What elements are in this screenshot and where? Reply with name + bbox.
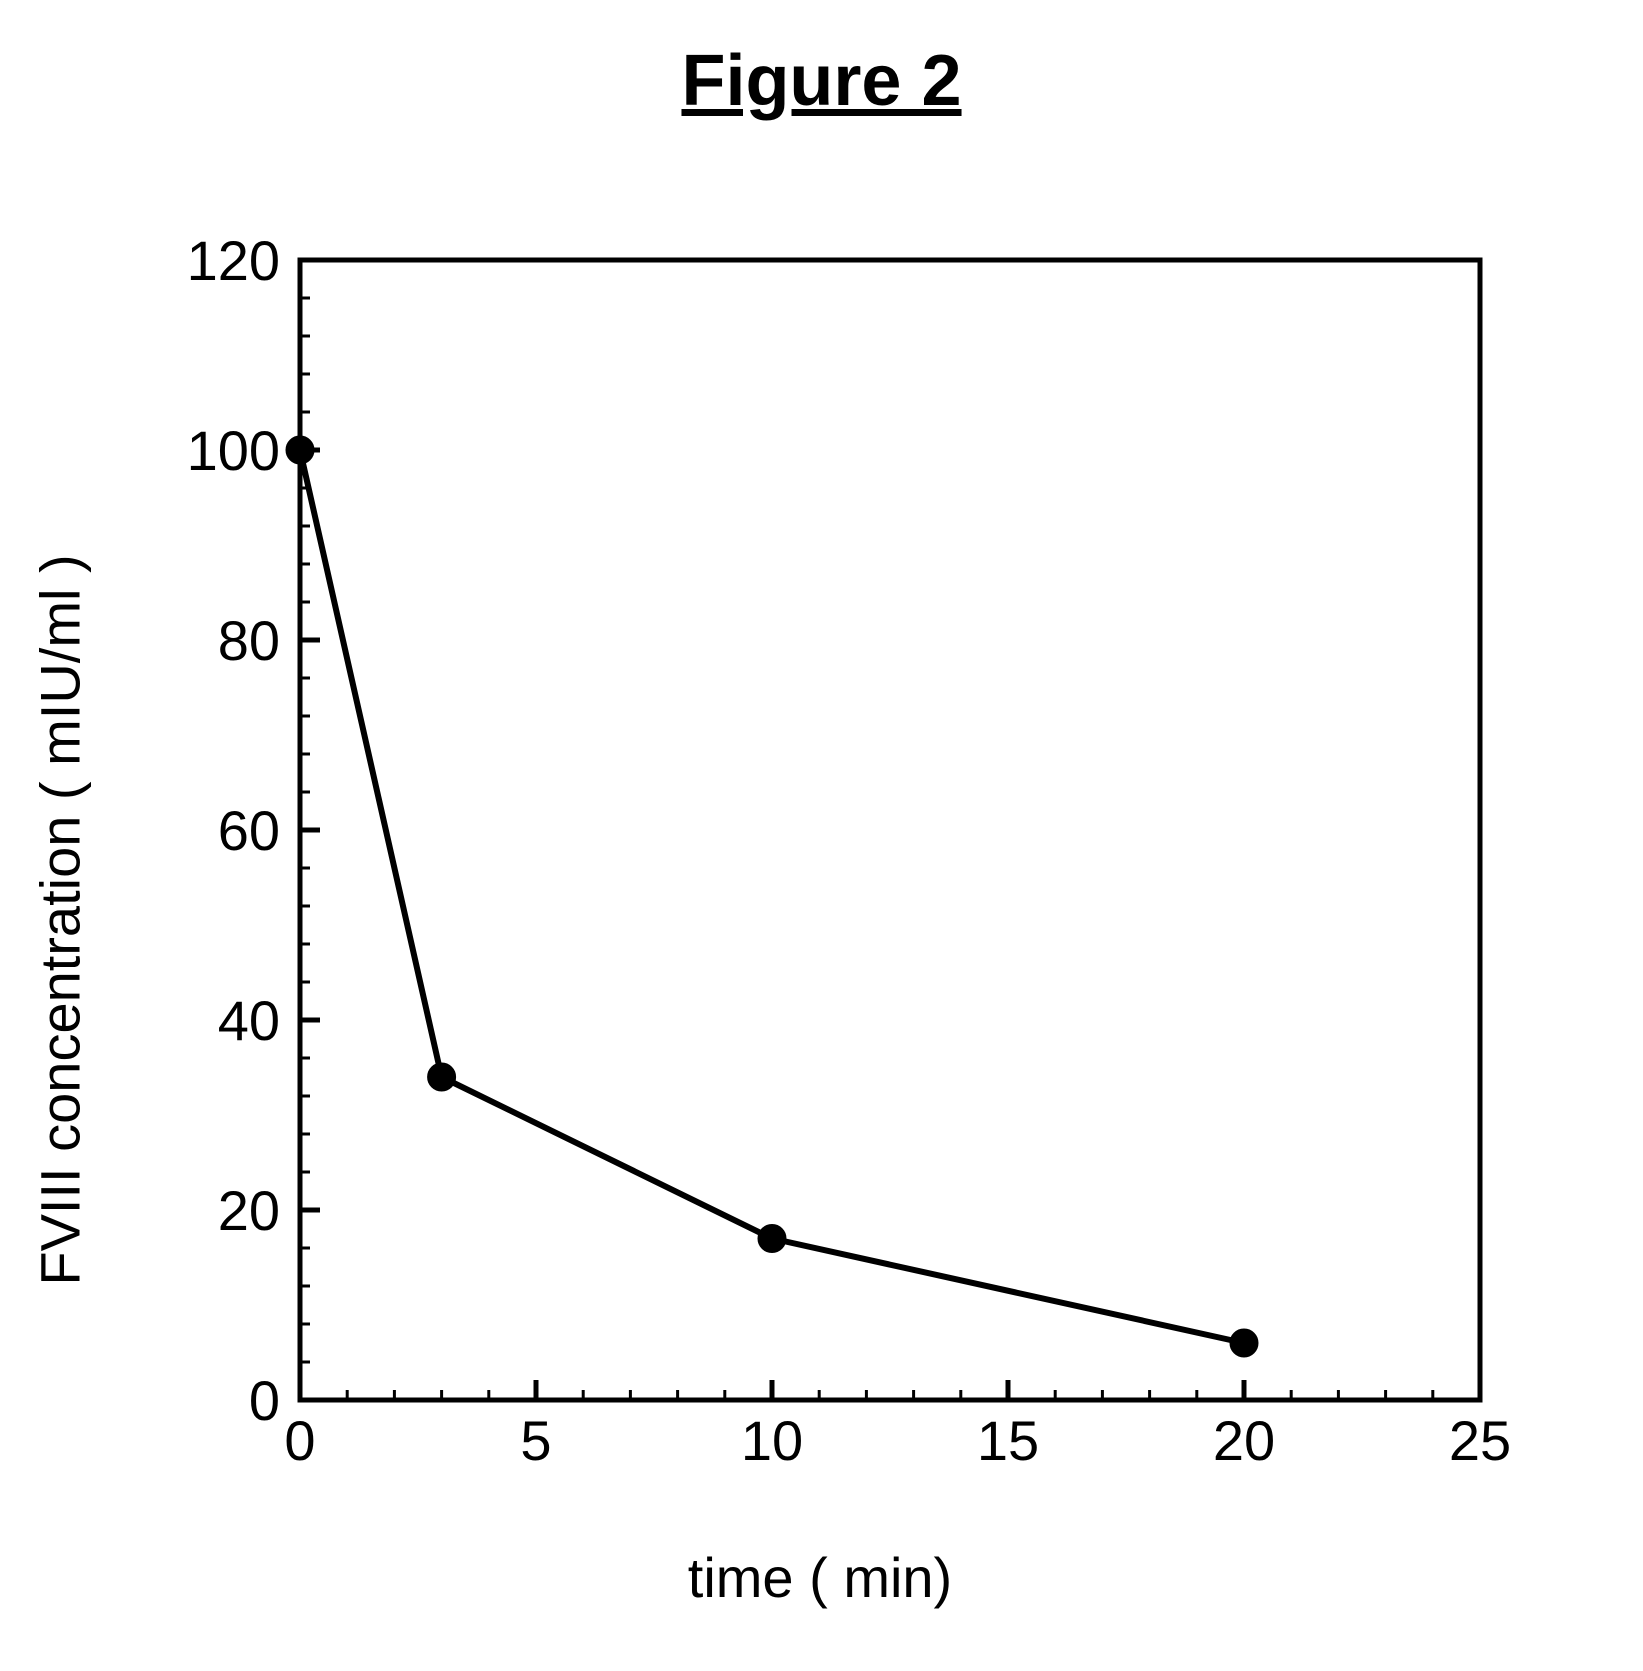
y-tick-label: 40 (218, 989, 280, 1052)
x-tick-label: 25 (1449, 1409, 1511, 1472)
data-marker (428, 1063, 456, 1091)
plot-frame (300, 260, 1480, 1400)
x-tick-label: 0 (284, 1409, 315, 1472)
chart-container: FVIII concentration ( mIU/ml ) 020406080… (80, 220, 1560, 1620)
y-tick-label: 60 (218, 799, 280, 862)
y-tick-label: 120 (187, 229, 280, 292)
data-marker (286, 436, 314, 464)
x-tick-label: 15 (977, 1409, 1039, 1472)
y-tick-label: 100 (187, 419, 280, 482)
x-tick-label: 10 (741, 1409, 803, 1472)
y-tick-label: 20 (218, 1179, 280, 1242)
x-tick-label: 5 (520, 1409, 551, 1472)
figure-title: Figure 2 (0, 40, 1643, 122)
x-axis-label: time ( min) (80, 1545, 1560, 1610)
page: Figure 2 FVIII concentration ( mIU/ml ) … (0, 0, 1643, 1671)
y-axis-label: FVIII concentration ( mIU/ml ) (28, 554, 93, 1285)
data-marker (1230, 1329, 1258, 1357)
x-tick-label: 20 (1213, 1409, 1275, 1472)
chart-svg: 0 20 40 60 80 100 120 0 5 10 15 20 25 (80, 220, 1560, 1520)
y-tick-label: 0 (249, 1369, 280, 1432)
data-marker (758, 1225, 786, 1253)
y-tick-label: 80 (218, 609, 280, 672)
